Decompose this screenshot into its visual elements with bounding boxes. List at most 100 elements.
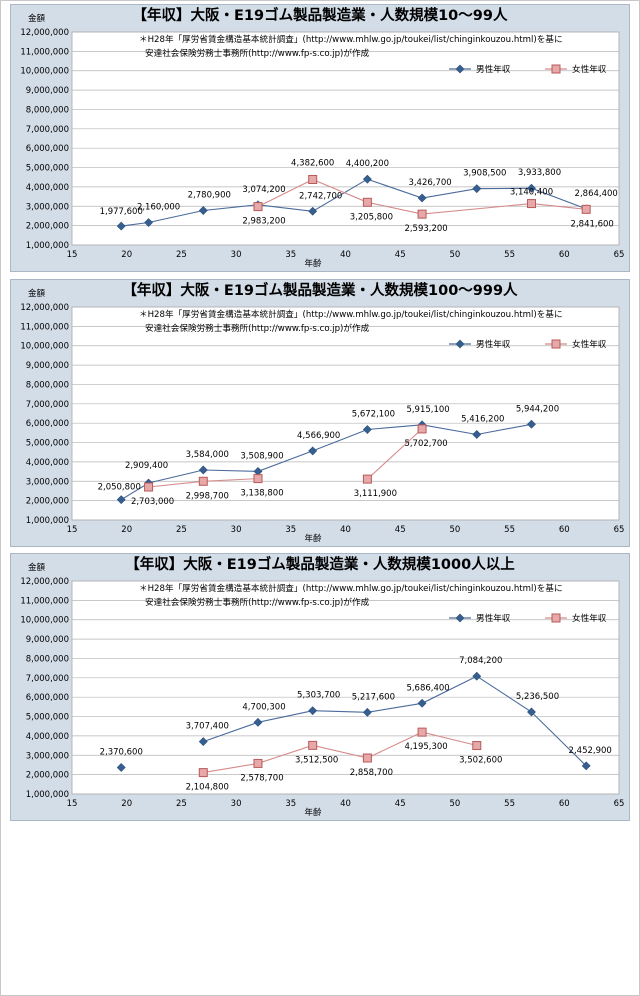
y-tick-label: 6,000,000 (26, 419, 69, 429)
x-tick-label: 45 (395, 525, 406, 535)
chart-panel-medium: 1,000,000 2,000,000 3,000,000 4,000,000 5,00… (10, 279, 630, 547)
data-label: 2,858,700 (350, 768, 393, 778)
legend-label: 女性年収 (572, 612, 607, 624)
x-tick-label: 65 (614, 799, 625, 809)
x-tick-label: 50 (449, 525, 460, 535)
y-tick-label: 8,000,000 (26, 105, 69, 115)
data-label: 5,416,200 (461, 414, 504, 424)
data-label: 3,512,500 (295, 755, 338, 765)
y-tick-label: 4,000,000 (26, 732, 69, 742)
y-tick-label: 5,000,000 (26, 713, 69, 723)
x-tick-label: 30 (231, 525, 242, 535)
series-line (203, 731, 477, 774)
y-tick-label: 10,000,000 (20, 342, 69, 352)
data-label: 2,703,000 (131, 497, 174, 507)
y-tick-label: 9,000,000 (26, 361, 69, 371)
series-line (367, 428, 423, 480)
data-label: 2,742,700 (299, 191, 342, 201)
legend-marker (551, 64, 561, 74)
data-label: 2,593,200 (404, 224, 447, 234)
x-tick-label: 55 (504, 799, 515, 809)
data-label: 2,160,000 (137, 203, 180, 213)
data-label: 2,780,900 (188, 191, 231, 201)
x-tick-label: 30 (231, 250, 242, 260)
y-tick-label: 1,000,000 (26, 790, 69, 800)
legend-label: 男性年収 (476, 338, 511, 350)
line-chart: 1,000,000 2,000,000 3,000,000 4,000,000 5,00… (20, 6, 625, 269)
y-tick-label: 2,000,000 (26, 771, 69, 781)
data-point (527, 419, 536, 429)
y-tick-label: 5,000,000 (26, 439, 69, 449)
data-label: 2,983,200 (242, 217, 285, 227)
x-tick-label: 45 (395, 799, 406, 809)
data-point (308, 206, 318, 216)
data-point (417, 424, 427, 434)
y-tick-label: 11,000,000 (20, 596, 69, 606)
data-point (417, 193, 427, 203)
y-tick-label: 3,000,000 (26, 202, 69, 212)
data-label: 7,084,200 (459, 656, 502, 666)
chart-panel-large: 1,000,000 2,000,000 3,000,000 4,000,000 5,00… (10, 553, 630, 821)
x-tick-label: 60 (559, 525, 570, 535)
data-label: 2,452,900 (569, 746, 612, 756)
data-point (198, 206, 208, 215)
data-label: 3,074,200 (242, 185, 285, 195)
x-tick-label: 45 (395, 250, 406, 260)
x-tick-label: 55 (504, 250, 515, 260)
x-tick-label: 50 (449, 799, 460, 809)
y-tick-label: 5,000,000 (26, 164, 69, 174)
data-label: 2,104,800 (186, 783, 229, 793)
x-axis-label: 年齢 (304, 258, 322, 269)
data-label: 5,702,700 (404, 439, 447, 449)
legend-marker (455, 613, 465, 623)
data-label: 5,944,200 (516, 404, 559, 414)
plot-area (71, 306, 620, 521)
x-tick-label: 65 (614, 250, 625, 260)
y-tick-label: 12,000,000 (20, 28, 69, 38)
data-label: 5,303,700 (297, 691, 340, 701)
data-label: 3,508,900 (240, 451, 283, 461)
data-point (362, 707, 372, 717)
data-label: 3,111,900 (354, 489, 397, 499)
data-label: 5,217,600 (352, 692, 395, 702)
data-label: 5,672,100 (352, 410, 395, 420)
data-label: 3,426,700 (408, 178, 451, 188)
x-tick-label: 60 (559, 250, 570, 260)
data-label: 3,140,400 (510, 188, 553, 198)
x-tick-label: 25 (176, 799, 187, 809)
y-tick-label: 3,000,000 (26, 477, 69, 487)
x-tick-label: 40 (340, 799, 351, 809)
data-point (253, 474, 263, 484)
legend-marker (551, 339, 561, 349)
legend-marker (551, 613, 561, 623)
chart-title: 【年収】大阪・E19ゴム製品製造業・人数規模1000人以上 (125, 555, 515, 573)
y-axis-label: 金額 (28, 562, 46, 573)
data-point (308, 740, 318, 750)
legend-label: 男性年収 (476, 612, 511, 624)
data-label: 3,502,600 (459, 756, 502, 766)
x-tick-label: 65 (614, 525, 625, 535)
x-tick-label: 20 (121, 799, 132, 809)
source-note: 安達社会保険労務士事務所(http://www.fp-s.co.jp)が作成 (145, 47, 370, 59)
y-tick-label: 2,000,000 (26, 497, 69, 507)
y-tick-label: 1,000,000 (26, 241, 69, 251)
y-tick-label: 10,000,000 (20, 616, 69, 626)
x-tick-label: 40 (340, 525, 351, 535)
y-tick-label: 9,000,000 (26, 86, 69, 96)
y-axis-label: 金額 (28, 288, 46, 299)
x-tick-label: 20 (121, 525, 132, 535)
y-tick-label: 6,000,000 (26, 693, 69, 703)
y-tick-label: 8,000,000 (26, 380, 69, 390)
data-point (116, 495, 126, 505)
x-tick-label: 20 (121, 250, 132, 260)
y-tick-label: 9,000,000 (26, 635, 69, 645)
y-tick-label: 6,000,000 (26, 144, 69, 154)
data-point (144, 218, 154, 227)
data-label: 4,195,300 (404, 742, 447, 752)
data-point (308, 175, 318, 185)
data-point (581, 761, 591, 771)
data-point (198, 768, 208, 778)
y-tick-label: 3,000,000 (26, 751, 69, 761)
plot-area (71, 31, 620, 246)
data-label: 2,578,700 (240, 773, 283, 783)
